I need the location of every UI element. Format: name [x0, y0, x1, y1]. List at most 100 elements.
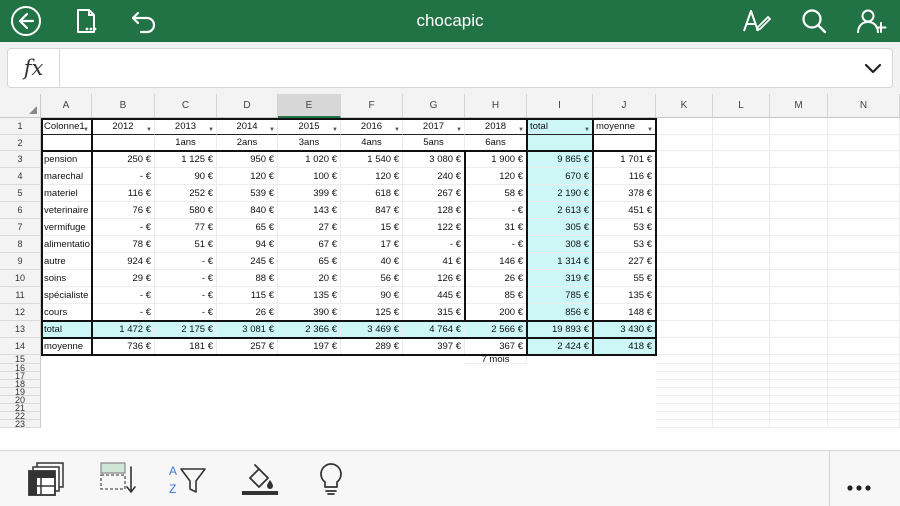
- chevron-down-icon[interactable]: [860, 55, 886, 81]
- empty-cell[interactable]: [713, 287, 770, 304]
- value-cell[interactable]: 227 €: [593, 253, 656, 270]
- table-header-cell[interactable]: Colonne1 ▼: [41, 118, 92, 135]
- value-cell[interactable]: 3 081 €: [217, 321, 278, 338]
- function-icon[interactable]: fx: [8, 49, 60, 87]
- value-cell[interactable]: 125 €: [341, 304, 403, 321]
- value-cell[interactable]: 3 080 €: [403, 151, 465, 168]
- value-cell[interactable]: 3 469 €: [341, 321, 403, 338]
- empty-cell[interactable]: [656, 270, 713, 287]
- filter-dropdown-icon[interactable]: ▼: [456, 127, 462, 133]
- value-cell[interactable]: - €: [92, 304, 155, 321]
- column-header-b[interactable]: B: [92, 94, 155, 118]
- undo-icon[interactable]: [128, 5, 160, 37]
- column-header-m[interactable]: M: [770, 94, 828, 118]
- empty-cell[interactable]: [713, 321, 770, 338]
- value-cell[interactable]: 90 €: [341, 287, 403, 304]
- column-header-i[interactable]: I: [527, 94, 593, 118]
- empty-cell[interactable]: [713, 338, 770, 355]
- row-header-1[interactable]: 1: [0, 118, 41, 135]
- value-cell[interactable]: - €: [155, 270, 217, 287]
- value-cell[interactable]: 399 €: [278, 185, 341, 202]
- value-cell[interactable]: 40 €: [341, 253, 403, 270]
- row-label-cell[interactable]: alimentatio: [41, 236, 92, 253]
- empty-cell[interactable]: [713, 202, 770, 219]
- formula-input[interactable]: [62, 49, 852, 87]
- empty-cell[interactable]: [770, 151, 828, 168]
- empty-cell[interactable]: [713, 253, 770, 270]
- empty-cell[interactable]: [713, 304, 770, 321]
- column-header-l[interactable]: L: [713, 94, 770, 118]
- value-cell[interactable]: 53 €: [593, 236, 656, 253]
- value-cell[interactable]: 445 €: [403, 287, 465, 304]
- empty-cell[interactable]: [770, 185, 828, 202]
- row-header-19[interactable]: 19: [0, 388, 41, 397]
- empty-cell[interactable]: [828, 168, 900, 185]
- empty-cell[interactable]: [656, 151, 713, 168]
- value-cell[interactable]: 65 €: [217, 219, 278, 236]
- value-cell[interactable]: 3 430 €: [593, 321, 656, 338]
- empty-cell[interactable]: [656, 118, 713, 135]
- row-label-cell[interactable]: moyenne: [41, 338, 92, 355]
- empty-cell[interactable]: [828, 118, 900, 135]
- value-cell[interactable]: 240 €: [403, 168, 465, 185]
- value-cell[interactable]: 4 764 €: [403, 321, 465, 338]
- empty-cell[interactable]: [713, 168, 770, 185]
- empty-cell[interactable]: [656, 135, 713, 151]
- value-cell[interactable]: 51 €: [155, 236, 217, 253]
- value-cell[interactable]: 390 €: [278, 304, 341, 321]
- empty-cell[interactable]: [828, 151, 900, 168]
- value-cell[interactable]: 78 €: [92, 236, 155, 253]
- row-label-cell[interactable]: veterinaire: [41, 202, 92, 219]
- value-cell[interactable]: 200 €: [465, 304, 527, 321]
- value-cell[interactable]: 1 020 €: [278, 151, 341, 168]
- value-cell[interactable]: 20 €: [278, 270, 341, 287]
- value-cell[interactable]: 840 €: [217, 202, 278, 219]
- value-cell[interactable]: 257 €: [217, 338, 278, 355]
- value-cell[interactable]: 315 €: [403, 304, 465, 321]
- empty-cell[interactable]: [656, 420, 713, 428]
- column-header-g[interactable]: G: [403, 94, 465, 118]
- value-cell[interactable]: 116 €: [593, 168, 656, 185]
- row-header-3[interactable]: 3: [0, 151, 41, 168]
- value-cell[interactable]: 65 €: [278, 253, 341, 270]
- value-cell[interactable]: 847 €: [341, 202, 403, 219]
- empty-cell[interactable]: [770, 372, 828, 380]
- value-cell[interactable]: 289 €: [341, 338, 403, 355]
- value-cell[interactable]: 308 €: [527, 236, 593, 253]
- empty-cell[interactable]: [828, 372, 900, 380]
- value-cell[interactable]: 451 €: [593, 202, 656, 219]
- empty-cell[interactable]: [770, 135, 828, 151]
- empty-cell[interactable]: [656, 253, 713, 270]
- file-options-icon[interactable]: [70, 5, 102, 37]
- value-cell[interactable]: 397 €: [403, 338, 465, 355]
- empty-cell[interactable]: [770, 287, 828, 304]
- empty-cell[interactable]: [770, 364, 828, 372]
- empty-cell[interactable]: [828, 270, 900, 287]
- row-header-20[interactable]: 20: [0, 396, 41, 405]
- value-cell[interactable]: 88 €: [217, 270, 278, 287]
- empty-cell[interactable]: [713, 388, 770, 396]
- value-cell[interactable]: 116 €: [92, 185, 155, 202]
- more-icon[interactable]: [840, 461, 880, 497]
- empty-cell[interactable]: [656, 168, 713, 185]
- column-header-f[interactable]: F: [341, 94, 403, 118]
- freeze-panes-icon[interactable]: [27, 461, 67, 497]
- row-header-10[interactable]: 10: [0, 270, 41, 287]
- empty-cell[interactable]: [828, 388, 900, 396]
- empty-cell[interactable]: [656, 321, 713, 338]
- column-header-c[interactable]: C: [155, 94, 217, 118]
- row-header-15[interactable]: 15: [0, 355, 41, 364]
- subheader-cell[interactable]: 2ans: [217, 135, 278, 151]
- value-cell[interactable]: 1 900 €: [465, 151, 527, 168]
- row-header-4[interactable]: 4: [0, 168, 41, 185]
- value-cell[interactable]: 2 613 €: [527, 202, 593, 219]
- row-header-5[interactable]: 5: [0, 185, 41, 202]
- spreadsheet-grid[interactable]: A B C D E F G H I J K L M N 1 2 3 4 5 6 7 8 9 10 11 12 13 14 15 16 17 1…: [0, 94, 900, 450]
- empty-cell[interactable]: [656, 396, 713, 404]
- value-cell[interactable]: 128 €: [403, 202, 465, 219]
- empty-cell[interactable]: [828, 253, 900, 270]
- empty-cell[interactable]: [770, 338, 828, 355]
- value-cell[interactable]: 115 €: [217, 287, 278, 304]
- row-header-8[interactable]: 8: [0, 236, 41, 253]
